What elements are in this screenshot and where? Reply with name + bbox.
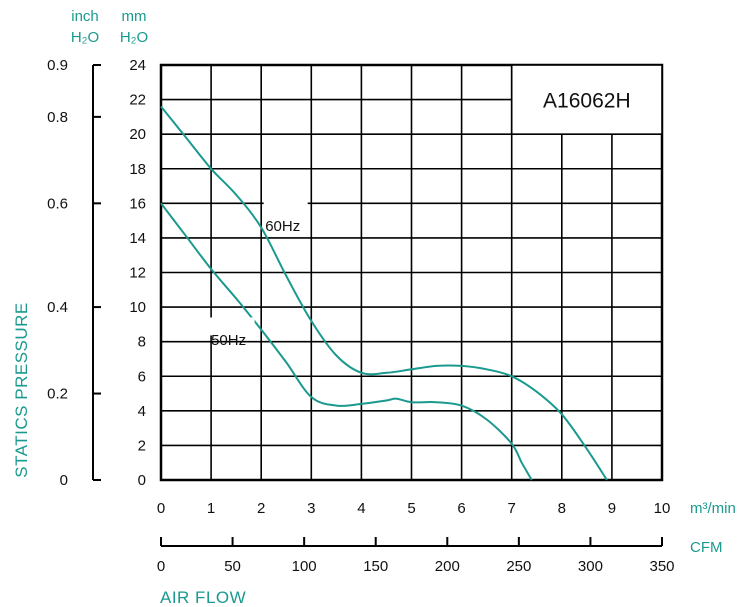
y-tick-label-mm: 0 <box>138 472 146 489</box>
x-tick-label-m3min: 6 <box>457 500 465 517</box>
plot-frame <box>159 63 664 482</box>
label-bg-60hz <box>263 201 308 220</box>
y-axis-title: STATICS PRESSURE <box>12 302 31 478</box>
x-tick-label-m3min: 2 <box>257 500 265 517</box>
series-label-60hz: 60Hz <box>265 218 300 235</box>
x-tick-label-cfm: 0 <box>157 558 165 575</box>
y-tick-label-mm: 10 <box>129 299 146 316</box>
x-unit-m3min: m³/min <box>690 500 736 517</box>
series-line-60hz <box>160 105 608 481</box>
x-tick-label-m3min: 0 <box>157 500 165 517</box>
x-tick-label-m3min: 3 <box>307 500 315 517</box>
y-tick-label-inch: 0 <box>60 472 68 489</box>
y-unit-mm-h2o: H₂O <box>120 29 148 46</box>
y-tick-label-mm: 6 <box>138 368 146 385</box>
y-tick-label-mm: 14 <box>129 230 146 247</box>
model-label: A16062H <box>543 90 631 113</box>
x-tick-label-cfm: 300 <box>578 558 603 575</box>
x-tick-label-cfm: 150 <box>363 558 388 575</box>
series-label-50hz: 50Hz <box>211 332 246 349</box>
y-tick-label-mm: 22 <box>129 92 146 109</box>
series-line-50hz <box>160 202 533 481</box>
y-tick-label-mm: 12 <box>129 265 146 282</box>
y-tick-label-mm: 24 <box>129 57 146 74</box>
y-tick-label-inch: 0.9 <box>47 57 68 74</box>
x-tick-label-m3min: 10 <box>654 500 671 517</box>
x-unit-cfm: CFM <box>690 539 723 556</box>
y-tick-label-mm: 4 <box>138 403 146 420</box>
y-tick-label-inch: 0.6 <box>47 195 68 212</box>
x-tick-label-m3min: 9 <box>608 500 616 517</box>
y-unit-mm: mm <box>122 8 147 25</box>
x-tick-label-m3min: 1 <box>207 500 215 517</box>
x-tick-label-cfm: 200 <box>435 558 460 575</box>
y-tick-label-mm: 8 <box>138 334 146 351</box>
label-bg-50hz <box>208 317 255 336</box>
x-tick-label-cfm: 350 <box>649 558 674 575</box>
y-tick-label-mm: 20 <box>129 126 146 143</box>
y-tick-label-inch: 0.4 <box>47 299 68 316</box>
y-tick-label-mm: 18 <box>129 161 146 178</box>
y-tick-label-mm: 16 <box>129 195 146 212</box>
y-tick-label-inch: 0.2 <box>47 386 68 403</box>
x-tick-label-cfm: 100 <box>292 558 317 575</box>
x-tick-label-m3min: 5 <box>407 500 415 517</box>
y-tick-label-mm: 2 <box>138 437 146 454</box>
y-unit-inch-h2o: H₂O <box>71 29 99 46</box>
y-tick-label-inch: 0.8 <box>47 109 68 126</box>
y-unit-inch: inch <box>71 8 99 25</box>
x-tick-label-m3min: 7 <box>508 500 516 517</box>
model-box <box>510 64 663 135</box>
x-tick-label-m3min: 4 <box>357 500 365 517</box>
x-axis-title: AIR FLOW <box>160 588 246 607</box>
x-tick-label-cfm: 50 <box>224 558 241 575</box>
x-tick-label-m3min: 8 <box>558 500 566 517</box>
x-tick-label-cfm: 250 <box>506 558 531 575</box>
